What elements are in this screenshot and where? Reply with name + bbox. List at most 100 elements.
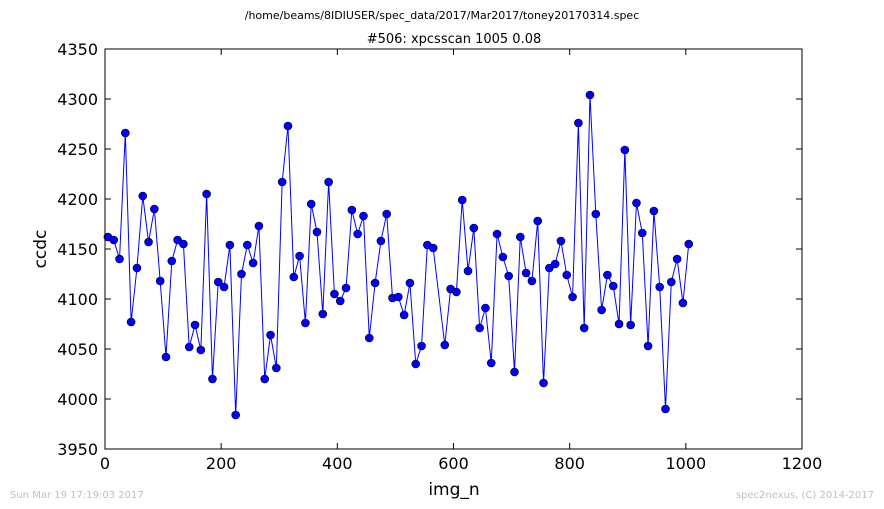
data-point <box>510 367 519 377</box>
data-point <box>539 378 548 388</box>
data-point <box>126 317 136 327</box>
data-point <box>324 177 333 187</box>
data-point <box>243 240 252 250</box>
data-point <box>155 276 165 286</box>
chart-title: #506: xpcsscan 1005 0.08 <box>367 32 542 47</box>
y-tick-label: 3950 <box>57 440 98 459</box>
data-point <box>394 292 403 302</box>
data-point <box>521 268 531 278</box>
x-tick-label: 400 <box>322 454 353 473</box>
y-tick-label: 4350 <box>57 40 98 59</box>
data-point <box>330 289 339 299</box>
data-point <box>335 296 345 306</box>
data-point <box>109 235 119 245</box>
data-point <box>481 303 490 313</box>
data-point <box>121 128 130 138</box>
data-point <box>591 209 601 219</box>
data-point <box>463 266 473 276</box>
data-point <box>248 258 258 268</box>
data-point <box>498 252 508 262</box>
y-axis-label: ccdc <box>31 230 51 269</box>
y-tick-label: 4050 <box>57 340 98 359</box>
y-tick-label: 4200 <box>57 190 98 209</box>
y-tick-label: 4300 <box>57 90 98 109</box>
data-point <box>417 341 426 351</box>
data-point <box>190 320 200 330</box>
data-point <box>469 223 479 233</box>
data-point <box>655 282 664 292</box>
data-point <box>515 232 525 242</box>
data-point <box>306 199 316 209</box>
data-point <box>672 254 682 264</box>
data-point <box>608 281 618 291</box>
y-tick-label: 4250 <box>57 140 98 159</box>
data-point <box>150 204 159 214</box>
ticks-group: 0 200 400 600 800 1000 1200 3950 4000 4050 4100 415… <box>57 40 822 473</box>
data-point <box>545 263 554 273</box>
data-point <box>277 177 287 187</box>
x-tick-label: 0 <box>100 454 110 473</box>
data-point <box>260 374 270 384</box>
x-tick-label: 200 <box>206 454 237 473</box>
data-point <box>231 410 240 420</box>
data-point <box>219 282 229 292</box>
data-point <box>179 239 188 249</box>
data-point <box>603 270 612 280</box>
series-group <box>103 90 694 420</box>
data-point <box>626 320 635 330</box>
data-point <box>440 340 450 350</box>
data-point <box>614 319 624 329</box>
data-point <box>411 359 421 369</box>
data-point <box>254 221 264 231</box>
data-point <box>301 318 310 328</box>
data-point <box>115 254 124 264</box>
data-point <box>667 277 676 287</box>
data-point <box>225 240 235 250</box>
data-point <box>161 352 171 362</box>
data-point <box>341 283 351 293</box>
series-line <box>107 94 690 416</box>
plot-frame <box>104 48 803 450</box>
y-tick-label: 4100 <box>57 290 98 309</box>
data-point <box>643 341 653 351</box>
data-point <box>132 263 142 273</box>
y-tick-label: 4000 <box>57 390 98 409</box>
data-point <box>283 121 293 131</box>
data-point <box>167 256 177 266</box>
data-point <box>213 277 223 287</box>
data-point <box>486 358 496 368</box>
data-point <box>579 323 589 333</box>
data-point <box>405 278 415 288</box>
data-point <box>533 216 543 226</box>
data-point <box>318 309 328 319</box>
data-point <box>475 323 484 333</box>
chart-suptitle: /home/beams/8IDIUSER/spec_data/2017/Mar2… <box>245 9 640 22</box>
x-axis-label: img_n <box>428 480 479 500</box>
data-point <box>272 363 281 373</box>
data-point <box>347 205 357 215</box>
data-point <box>370 278 380 288</box>
data-point <box>237 269 246 279</box>
data-point <box>562 270 572 280</box>
data-point <box>173 235 182 245</box>
data-point <box>637 228 647 238</box>
data-point <box>568 292 577 302</box>
y-tick-label: 4150 <box>57 240 98 259</box>
data-point <box>597 305 606 315</box>
data-point <box>382 209 392 219</box>
data-point <box>289 272 299 282</box>
data-point <box>661 404 670 414</box>
data-point <box>527 276 537 286</box>
data-point <box>574 118 583 128</box>
footer-credit: spec2nexus, (C) 2014-2017 <box>736 490 874 501</box>
data-point <box>678 298 688 308</box>
data-point <box>550 259 560 269</box>
data-point <box>457 195 467 205</box>
data-point <box>266 330 275 340</box>
data-point <box>138 191 148 201</box>
data-point <box>295 251 304 261</box>
data-point <box>632 198 641 208</box>
x-tick-label: 1000 <box>665 454 706 473</box>
x-tick-label: 1200 <box>782 454 823 473</box>
x-tick-label: 600 <box>438 454 469 473</box>
